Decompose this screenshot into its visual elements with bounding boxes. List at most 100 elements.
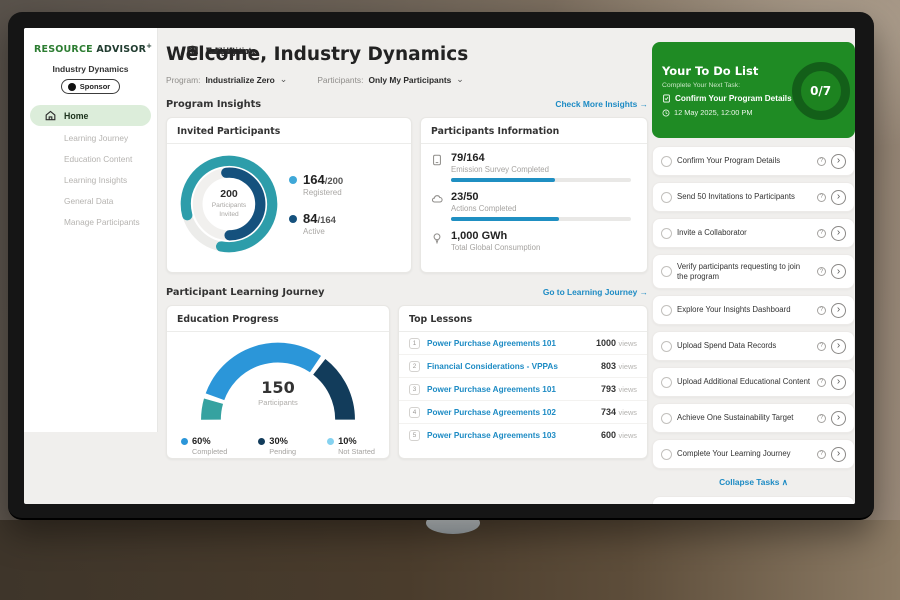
sidebar-item-label: Learning Insights: [64, 175, 127, 185]
emission-survey-progressbar: [451, 178, 631, 182]
insights-cards-row: Invited Participants 200: [166, 117, 648, 273]
task-checkbox[interactable]: [661, 341, 672, 352]
task-row[interactable]: Upload Additional Educational Content ? …: [652, 367, 855, 397]
task-chevron-button[interactable]: ›: [831, 375, 846, 390]
participants-filter-value: Only My Participants: [368, 75, 451, 85]
sponsor-badge: Sponsor: [61, 79, 120, 94]
chevron-down-icon: ⌄: [456, 74, 464, 85]
program-filter-dropdown[interactable]: Program: Industrialize Zero ⌄: [166, 74, 287, 85]
task-checkbox[interactable]: [661, 305, 672, 316]
task-chevron-button[interactable]: ›: [831, 411, 846, 426]
help-icon[interactable]: ?: [817, 157, 826, 166]
legend-item-pending: 30% Pending: [258, 436, 296, 456]
sidebar-item-label: Education Content: [64, 154, 132, 164]
sidebar: RESOURCE ADVISOR+ Industry Dynamics Spon…: [24, 28, 158, 432]
lesson-link[interactable]: Power Purchase Agreements 103: [427, 431, 594, 440]
help-icon[interactable]: ?: [817, 378, 826, 387]
task-row[interactable]: Explore Your Insights Dashboard ? ›: [652, 295, 855, 325]
lesson-row: 5 Power Purchase Agreements 103 600 view…: [399, 424, 647, 446]
help-icon[interactable]: ?: [817, 229, 826, 238]
invited-participants-title: Invited Participants: [167, 118, 411, 144]
task-chevron-button[interactable]: ›: [831, 226, 846, 241]
task-row[interactable]: Verify participants requesting to join t…: [652, 254, 855, 289]
task-chevron-button[interactable]: ›: [831, 447, 846, 462]
sidebar-item-learning-journey[interactable]: Learning Journey: [30, 129, 151, 147]
collapse-icon: ∧: [782, 477, 788, 487]
lesson-rank-badge: 1: [409, 338, 420, 349]
task-row[interactable]: Confirm Your Program Details ? ›: [652, 146, 855, 176]
education-progress-card: Education Progress 150 Parti: [166, 305, 390, 459]
education-progress-gauge: 150 Participants: [192, 338, 364, 430]
sidebar-item-manage-participants[interactable]: Manage Participants: [30, 213, 151, 231]
participants-filter-dropdown[interactable]: Participants: Only My Participants ⌄: [317, 74, 463, 85]
sidebar-item-learning-insights[interactable]: Learning Insights: [30, 171, 151, 189]
task-chevron-button[interactable]: ›: [831, 154, 846, 169]
top-lessons-list: 1 Power Purchase Agreements 101 1000 vie…: [399, 332, 647, 446]
task-label: Send 50 Invitations to Participants: [677, 192, 812, 202]
sidebar-item-general-data[interactable]: General Data: [30, 192, 151, 210]
todo-panel: Your To Do List Complete Your Next Task:…: [652, 42, 855, 504]
lesson-link[interactable]: Power Purchase Agreements 101: [427, 339, 589, 348]
help-icon[interactable]: ?: [817, 342, 826, 351]
lesson-row: 3 Power Purchase Agreements 101 793 view…: [399, 378, 647, 401]
education-progress-legend: 60% Completed 30% Pending: [177, 430, 379, 456]
lesson-link[interactable]: Power Purchase Agreements 101: [427, 385, 594, 394]
sidebar-item-education-content[interactable]: Education Content: [30, 150, 151, 168]
monitor-bezel: RESOURCE ADVISOR+ Industry Dynamics Spon…: [8, 12, 874, 520]
dashboard-screen: RESOURCE ADVISOR+ Industry Dynamics Spon…: [24, 28, 855, 504]
lesson-row: 1 Power Purchase Agreements 101 1000 vie…: [399, 332, 647, 355]
collapse-tasks-link[interactable]: Collapse Tasks ∧: [652, 477, 855, 487]
photo-backdrop: RESOURCE ADVISOR+ Industry Dynamics Spon…: [0, 0, 900, 600]
lesson-views: 600 views: [601, 430, 637, 440]
task-checkbox[interactable]: [661, 377, 672, 388]
task-checkbox[interactable]: [661, 413, 672, 424]
participants-information-card: Participants Information 79/164 Emission…: [420, 117, 648, 273]
top-lessons-card: Top Lessons 1 Power Purchase Agreements …: [398, 305, 648, 459]
lesson-views: 1000 views: [596, 338, 637, 348]
help-icon[interactable]: ?: [817, 306, 826, 315]
task-checkbox[interactable]: [661, 192, 672, 203]
task-label: Invite a Collaborator: [677, 228, 812, 238]
lesson-views: 803 views: [601, 361, 637, 371]
help-icon[interactable]: ?: [817, 193, 826, 202]
task-row[interactable]: Complete Your Learning Journey ? ›: [652, 439, 855, 469]
gauge-center-label: Participants: [192, 398, 364, 407]
help-icon[interactable]: ?: [817, 450, 826, 459]
arrow-right-icon: →: [640, 287, 648, 297]
task-checkbox[interactable]: [661, 266, 672, 277]
task-chevron-button[interactable]: ›: [831, 264, 846, 279]
lesson-rank-badge: 4: [409, 407, 420, 418]
task-chevron-button[interactable]: ›: [831, 303, 846, 318]
help-icon[interactable]: ?: [817, 267, 826, 276]
task-checkbox[interactable]: [661, 156, 672, 167]
help-icon[interactable]: ?: [817, 414, 826, 423]
task-chevron-button[interactable]: ›: [831, 190, 846, 205]
task-checkbox[interactable]: [661, 449, 672, 460]
invited-center-value: 200: [220, 188, 238, 200]
survey-icon: [431, 154, 443, 166]
active-dot-icon: [289, 215, 297, 223]
task-label: Upload Spend Data Records: [677, 341, 812, 351]
sidebar-item-home[interactable]: Home: [30, 105, 151, 126]
invited-legend: 164/200 Registered 84/164 Active: [289, 172, 343, 236]
task-row[interactable]: Upload Spend Data Records ? ›: [652, 331, 855, 361]
lesson-views: 793 views: [601, 384, 637, 394]
task-checkbox[interactable]: [661, 228, 672, 239]
legend-item-notstarted: 10% Not Started: [327, 436, 375, 456]
task-row[interactable]: Invite a Collaborator ? ›: [652, 218, 855, 248]
gauge-center-value: 150: [192, 378, 364, 397]
lesson-link[interactable]: Financial Considerations - VPPAs: [427, 362, 594, 371]
task-chevron-button[interactable]: ›: [831, 339, 846, 354]
logo-word-resource: RESOURCE: [34, 44, 93, 55]
learning-journey-heading: Participant Learning Journey: [166, 287, 325, 298]
task-label: Confirm Your Program Details: [677, 156, 812, 166]
lesson-rank-badge: 5: [409, 430, 420, 441]
go-to-learning-journey-link[interactable]: Go to Learning Journey →: [543, 287, 648, 297]
lesson-link[interactable]: Power Purchase Agreements 102: [427, 408, 594, 417]
todo-next-task: Confirm Your Program Details: [662, 94, 792, 103]
task-row[interactable]: Send 50 Invitations to Participants ? ›: [652, 182, 855, 212]
check-more-insights-link[interactable]: Check More Insights →: [555, 99, 648, 109]
task-row[interactable]: Achieve One Sustainability Target ? ›: [652, 403, 855, 433]
participants-information-title: Participants Information: [421, 118, 647, 144]
task-label: Achieve One Sustainability Target: [677, 413, 812, 423]
